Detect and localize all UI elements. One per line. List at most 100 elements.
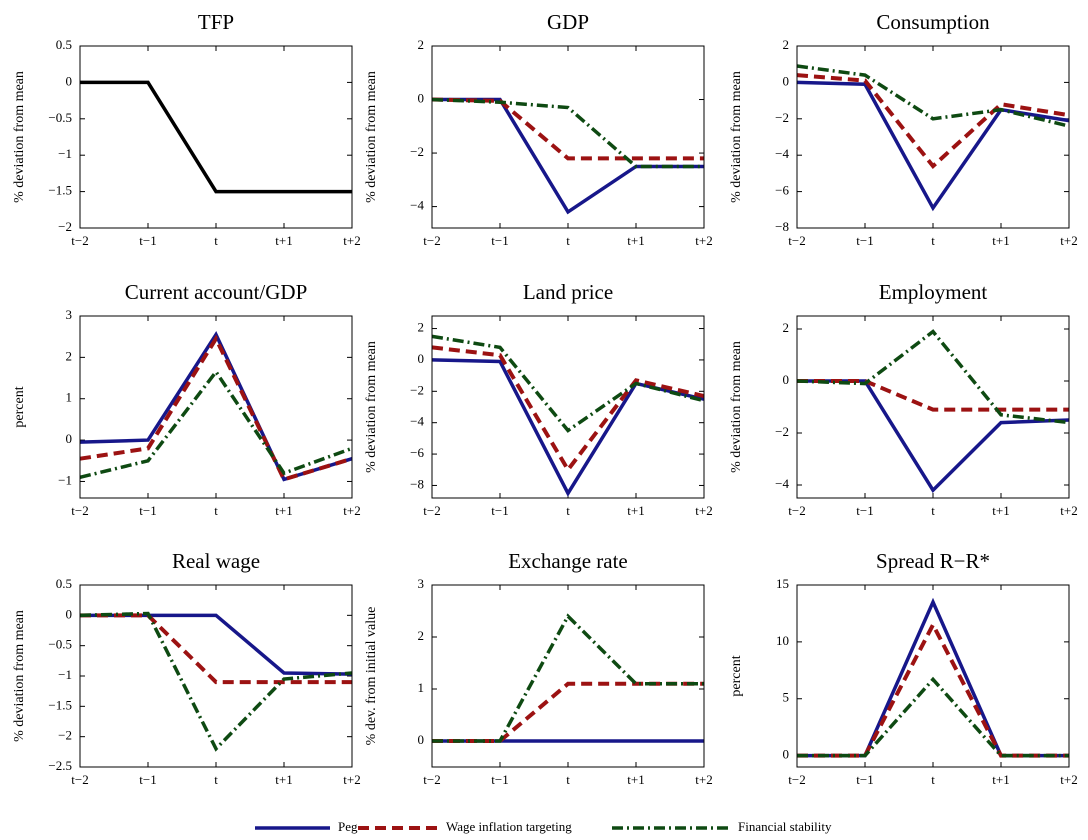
y-tick-label: −8 (410, 476, 424, 491)
x-tick-label: t−2 (71, 233, 88, 248)
panel-title: Exchange rate (508, 549, 628, 573)
panel: Real wage % deviation from mean −2.5 −2 −1.5… (12, 549, 361, 787)
x-tick-label: t−2 (788, 503, 805, 518)
y-tick-label: 0 (66, 606, 73, 621)
y-axis-label: % deviation from mean (364, 341, 379, 473)
legend: Peg Wage inflation targeting Financial sta… (255, 819, 832, 834)
y-tick-label: −2 (410, 382, 424, 397)
x-tick-label: t−1 (139, 772, 156, 787)
plot-frame (79, 584, 353, 768)
panel: TFP % deviation from mean −2 −1.5 −1 −0.5 0 0.5… (12, 10, 361, 248)
series-line (431, 345, 705, 474)
series-line (79, 331, 353, 482)
x-tick-label: t+1 (627, 233, 644, 248)
y-tick-label: −2 (775, 424, 789, 439)
y-tick-label: 0.5 (56, 37, 72, 52)
y-tick-label: −6 (410, 445, 424, 460)
x-tick-label: t−1 (491, 503, 508, 518)
x-tick-label: t+2 (1060, 772, 1077, 787)
panel-title: Current account/GDP (125, 280, 308, 304)
x-tick-label: t (214, 772, 218, 787)
x-tick-label: t−2 (71, 772, 88, 787)
series-line (80, 613, 352, 685)
y-tick-label: −4 (775, 476, 789, 491)
y-tick-label: −0.5 (48, 110, 72, 125)
y-tick-label: 2 (66, 348, 73, 363)
series-line (432, 97, 704, 215)
series-line (797, 676, 1069, 758)
y-tick-label: 3 (418, 576, 425, 591)
x-tick-label: t−1 (491, 233, 508, 248)
series-line (797, 379, 1069, 412)
x-tick-label: t+2 (1060, 233, 1077, 248)
x-tick-label: t+2 (343, 503, 360, 518)
y-tick-label: 10 (776, 633, 789, 648)
panel: Employment % deviation from mean −4 −2 0 2 t−2… (729, 280, 1078, 518)
y-tick-label: 3 (66, 307, 73, 322)
x-tick-label: t−2 (71, 503, 88, 518)
x-tick-label: t (931, 772, 935, 787)
x-tick-label: t−2 (423, 503, 440, 518)
legend-label: Wage inflation targeting (446, 819, 572, 834)
series-line (80, 613, 353, 676)
y-tick-label: −2 (58, 728, 72, 743)
series-line (79, 368, 353, 480)
y-tick-label: −1 (58, 146, 72, 161)
series-line (431, 334, 705, 433)
y-tick-label: 5 (783, 690, 790, 705)
y-axis-label: percent (729, 655, 744, 696)
x-tick-label: t+2 (695, 233, 712, 248)
series-line (79, 334, 353, 482)
x-tick-label: t−1 (139, 233, 156, 248)
panel: Spread R−R* percent 0 5 10 15 t−2 t−1 t t+1 t+2 (729, 549, 1078, 787)
series-line (80, 80, 352, 194)
x-tick-label: t−1 (491, 772, 508, 787)
y-tick-label: 0 (418, 91, 425, 106)
series-line (431, 97, 704, 161)
y-tick-label: −1 (58, 667, 72, 682)
panel-title: Consumption (876, 10, 990, 34)
panel-title: Land price (523, 280, 613, 304)
x-tick-label: t+2 (695, 503, 712, 518)
panel: Land price % deviation from mean −8 −6 −4 −2 0… (364, 280, 713, 518)
series-line (797, 620, 1069, 758)
y-tick-label: 0.5 (56, 576, 72, 591)
y-tick-label: −4 (775, 146, 789, 161)
y-tick-label: −1.5 (48, 183, 72, 198)
y-tick-label: −4 (410, 414, 424, 429)
series-line (797, 379, 1070, 493)
x-tick-label: t−1 (856, 503, 873, 518)
y-axis-label: % dev. from initial value (364, 607, 379, 746)
y-tick-label: 2 (418, 37, 425, 52)
x-tick-label: t+2 (1060, 503, 1077, 518)
y-tick-label: −1 (58, 472, 72, 487)
y-tick-label: 0 (66, 73, 73, 88)
y-axis-label: percent (12, 386, 27, 427)
x-tick-label: t−1 (856, 233, 873, 248)
y-axis-label: % deviation from mean (12, 610, 27, 742)
plot-frame (431, 584, 705, 768)
x-tick-label: t+1 (627, 503, 644, 518)
y-tick-label: 15 (776, 576, 789, 591)
x-tick-label: t+1 (992, 503, 1009, 518)
x-tick-label: t−2 (788, 233, 805, 248)
y-tick-label: −0.5 (48, 637, 72, 652)
plot-frame (796, 45, 1070, 229)
x-tick-label: t−2 (423, 772, 440, 787)
x-tick-label: t+1 (992, 772, 1009, 787)
y-axis-label: % deviation from mean (729, 341, 744, 473)
x-tick-label: t+1 (275, 503, 292, 518)
y-tick-label: −2.5 (48, 758, 72, 773)
y-tick-label: 0 (783, 747, 790, 762)
y-tick-label: −1.5 (48, 697, 72, 712)
x-tick-label: t (931, 233, 935, 248)
series-line (796, 64, 1070, 128)
x-tick-label: t−1 (139, 503, 156, 518)
y-tick-label: 0 (783, 372, 790, 387)
y-tick-label: 0 (418, 732, 425, 747)
x-tick-label: t (931, 503, 935, 518)
legend-label: Financial stability (738, 819, 832, 834)
plot-frame (79, 315, 353, 499)
plot-frame (431, 315, 705, 499)
